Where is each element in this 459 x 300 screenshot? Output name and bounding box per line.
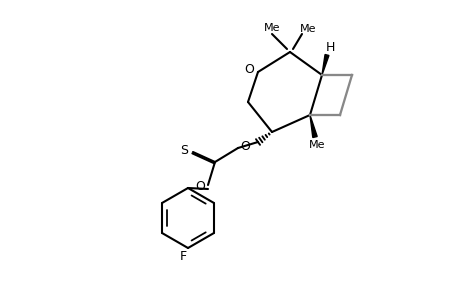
Text: Me: Me [299,24,316,34]
Text: Me: Me [308,140,325,150]
Text: O: O [195,181,205,194]
Text: S: S [179,143,188,157]
Polygon shape [321,55,328,75]
Text: F: F [179,250,186,263]
Text: O: O [244,62,253,76]
Text: Me: Me [263,23,280,33]
Polygon shape [309,115,317,137]
Text: H: H [325,40,334,53]
Text: O: O [240,140,249,152]
